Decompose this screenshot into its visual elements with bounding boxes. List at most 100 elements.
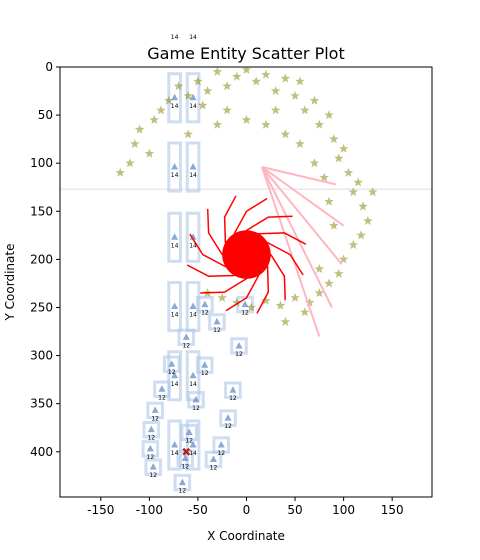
star	[130, 139, 140, 148]
star	[261, 119, 271, 129]
star	[222, 81, 232, 91]
star	[358, 201, 368, 211]
entity-marker	[171, 163, 179, 170]
star	[343, 167, 354, 177]
entity-box	[185, 350, 201, 402]
x-tick-label: -50	[188, 503, 208, 517]
chart-title: Game Entity Scatter Plot	[147, 44, 344, 63]
entity-marker	[168, 360, 176, 367]
star	[338, 254, 349, 264]
entity-marker	[235, 341, 243, 349]
star	[164, 95, 174, 105]
star	[368, 187, 378, 197]
star	[324, 110, 334, 120]
star	[198, 100, 208, 110]
entity-marker	[151, 406, 159, 413]
entity-marker	[241, 300, 249, 308]
entity-marker	[182, 333, 190, 340]
star	[134, 124, 145, 134]
entity-marker	[147, 425, 155, 433]
entity-label: 14	[189, 312, 197, 319]
star	[348, 240, 359, 249]
star	[246, 302, 257, 312]
y-tick-label: 200	[30, 252, 53, 266]
entity-label: 12	[181, 464, 189, 471]
x-tick-label: -100	[136, 503, 163, 517]
entity-label: 12	[149, 472, 157, 479]
entity-marker	[171, 441, 179, 448]
entity-box	[167, 350, 182, 402]
entity-label: 12	[182, 342, 190, 349]
entity-label: 14	[171, 312, 179, 319]
plot-area	[60, 67, 432, 492]
star	[295, 139, 305, 148]
star	[222, 105, 232, 115]
star	[251, 76, 261, 86]
star	[309, 95, 320, 105]
star	[300, 105, 310, 115]
entity-box	[141, 440, 160, 458]
star	[212, 67, 223, 76]
entity-marker	[189, 371, 197, 379]
star	[324, 278, 334, 288]
entity-box	[224, 381, 242, 399]
entity-box	[219, 409, 237, 427]
entity-label: 12	[168, 369, 176, 376]
star	[309, 158, 320, 168]
star	[290, 292, 300, 302]
y-tick-label: 350	[30, 397, 53, 411]
star	[193, 76, 203, 86]
spiral-arm	[246, 253, 286, 301]
fan-line	[261, 166, 333, 308]
entity-box	[180, 423, 198, 442]
entity-label: 12	[147, 454, 155, 461]
entity-label: 14	[189, 34, 197, 41]
spiral-arm	[233, 197, 268, 255]
star	[304, 297, 315, 307]
star	[125, 158, 135, 168]
star	[212, 119, 223, 129]
star	[319, 172, 329, 182]
entity-box	[187, 391, 205, 409]
y-tick-label: 100	[30, 156, 53, 170]
entity-label: 14	[189, 103, 197, 110]
star	[290, 90, 300, 100]
entity-label: 12	[229, 395, 237, 402]
entity-label: 14	[189, 172, 197, 179]
entity-marker	[171, 371, 179, 379]
entity-marker	[209, 455, 217, 462]
entity-marker	[158, 385, 166, 392]
entity-label: 14	[171, 381, 179, 388]
entity-marker	[185, 428, 193, 436]
x-tick-label: 150	[381, 503, 404, 517]
star	[329, 134, 339, 144]
star	[149, 114, 159, 124]
entity-label: 14	[171, 34, 179, 41]
fan-line	[261, 166, 321, 337]
entity-marker	[201, 300, 209, 308]
y-tick-label: 250	[30, 300, 53, 314]
x-tick-label: -150	[87, 503, 114, 517]
entity-label: 14	[171, 450, 179, 457]
entity-box	[177, 328, 196, 347]
fan-line	[261, 166, 337, 186]
y-tick-label: 0	[45, 60, 53, 74]
entity-label: 12	[185, 438, 193, 445]
star	[241, 67, 252, 74]
spiral-arm	[189, 233, 247, 268]
spiral-arm	[206, 208, 247, 256]
x-tick-label: 50	[287, 503, 302, 517]
entity-marker	[189, 93, 197, 101]
y-tick-label: 400	[30, 445, 53, 459]
entity-label: 12	[192, 405, 200, 412]
star	[356, 230, 366, 240]
star	[324, 196, 334, 206]
entity-box	[173, 473, 192, 492]
entity-marker	[192, 395, 200, 403]
star	[348, 187, 359, 197]
star	[280, 73, 291, 83]
star	[334, 268, 344, 278]
star	[314, 264, 325, 274]
entity-box	[167, 211, 182, 263]
